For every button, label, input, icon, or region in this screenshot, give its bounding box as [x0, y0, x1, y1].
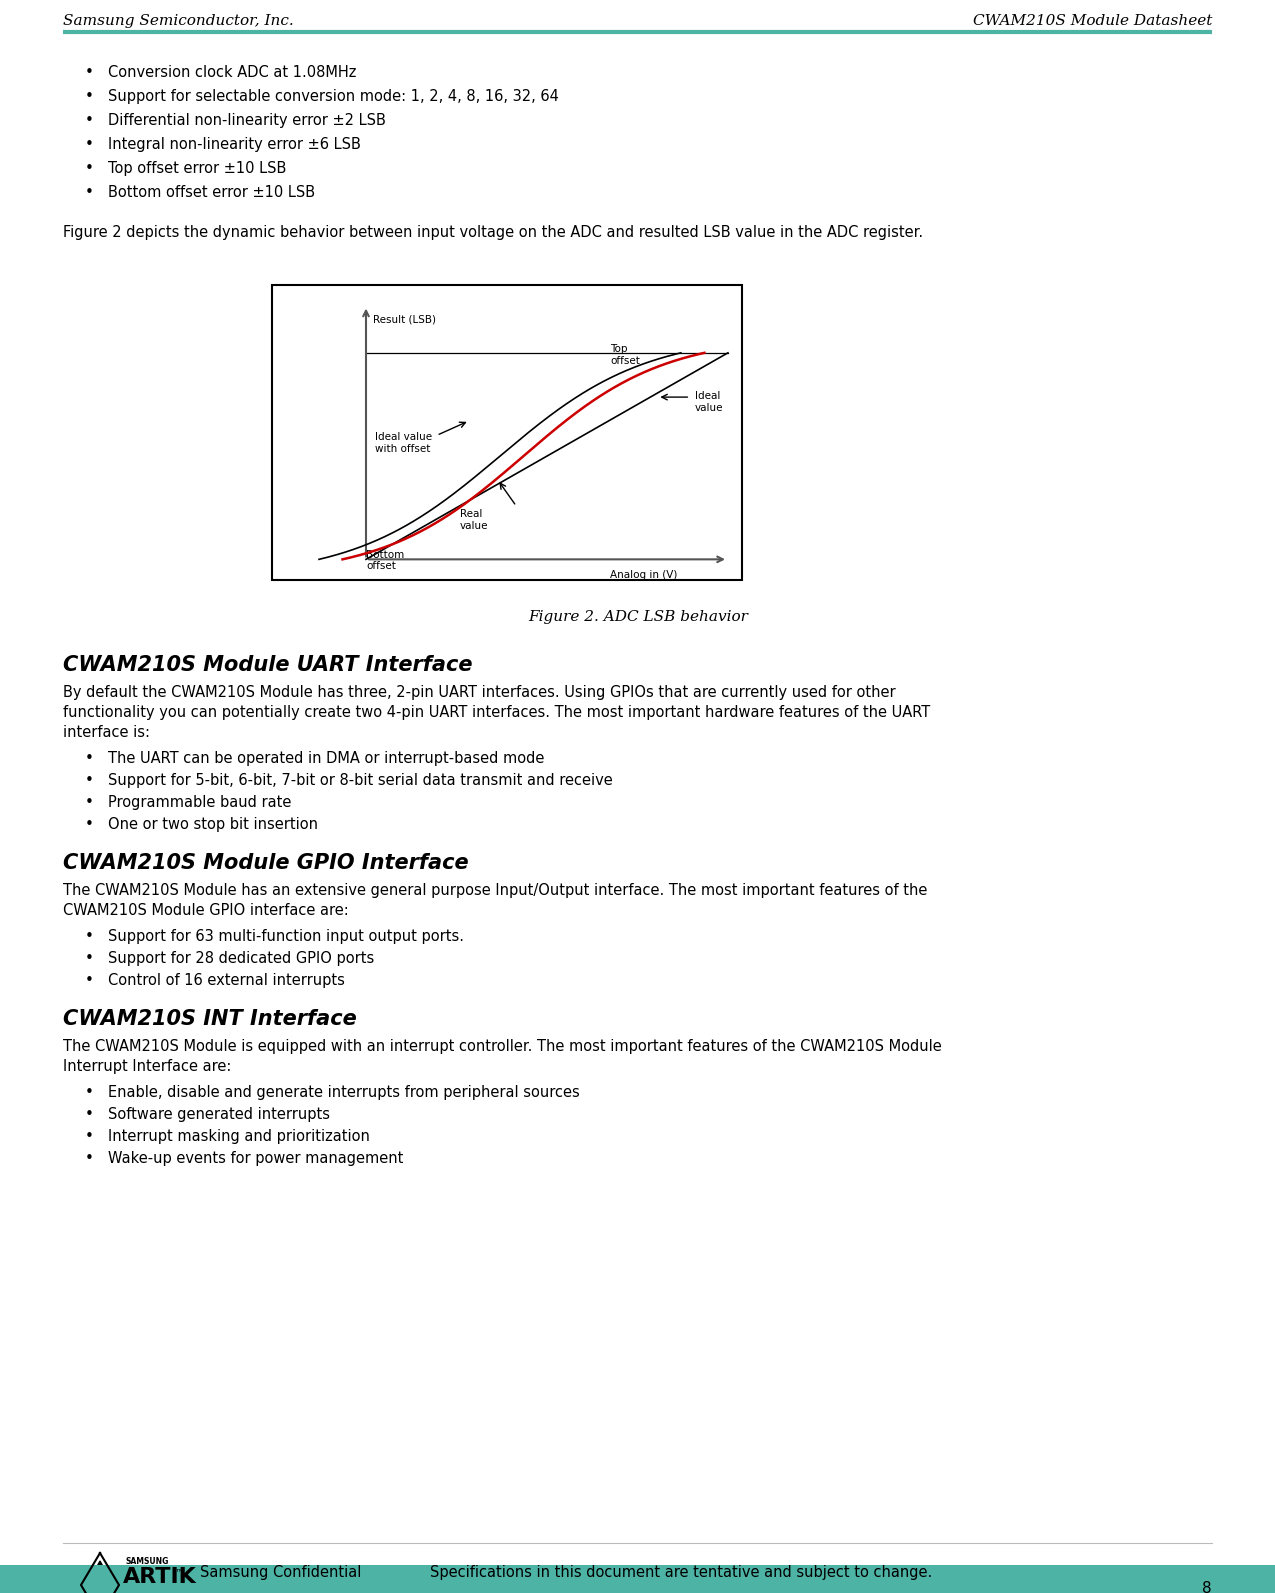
- Text: Conversion clock ADC at 1.08MHz: Conversion clock ADC at 1.08MHz: [108, 65, 357, 80]
- Text: Ideal
value: Ideal value: [695, 392, 723, 413]
- Text: Figure 2. ADC LSB behavior: Figure 2. ADC LSB behavior: [528, 610, 748, 624]
- Polygon shape: [87, 1561, 113, 1593]
- Text: The CWAM210S Module is equipped with an interrupt controller. The most important: The CWAM210S Module is equipped with an …: [62, 1039, 942, 1055]
- Text: •: •: [85, 1085, 94, 1101]
- Text: Samsung Confidential: Samsung Confidential: [200, 1564, 361, 1580]
- Text: The UART can be operated in DMA or interrupt-based mode: The UART can be operated in DMA or inter…: [108, 750, 544, 766]
- Text: SAMSUNG: SAMSUNG: [125, 1556, 168, 1566]
- Text: Specifications in this document are tentative and subject to change.: Specifications in this document are tent…: [430, 1564, 932, 1580]
- Text: The CWAM210S Module has an extensive general purpose Input/Output interface. The: The CWAM210S Module has an extensive gen…: [62, 883, 927, 898]
- Text: Interrupt Interface are:: Interrupt Interface are:: [62, 1059, 231, 1074]
- Text: Control of 16 external interrupts: Control of 16 external interrupts: [108, 973, 344, 988]
- Text: •: •: [85, 185, 94, 201]
- Bar: [272, 285, 742, 580]
- Text: Figure 2 depicts the dynamic behavior between input voltage on the ADC and resul: Figure 2 depicts the dynamic behavior be…: [62, 225, 923, 241]
- Text: Interrupt masking and prioritization: Interrupt masking and prioritization: [108, 1129, 370, 1144]
- Text: Top offset error ±10 LSB: Top offset error ±10 LSB: [108, 161, 287, 175]
- Text: 8: 8: [1202, 1580, 1213, 1593]
- Text: One or two stop bit insertion: One or two stop bit insertion: [108, 817, 317, 832]
- Text: Ideal value
with offset: Ideal value with offset: [375, 433, 432, 454]
- Text: •: •: [85, 795, 94, 809]
- Text: functionality you can potentially create two 4-pin UART interfaces. The most imp: functionality you can potentially create…: [62, 706, 931, 720]
- Text: Top
offset: Top offset: [611, 344, 640, 366]
- Text: Support for selectable conversion mode: 1, 2, 4, 8, 16, 32, 64: Support for selectable conversion mode: …: [108, 89, 558, 104]
- Text: CWAM210S Module GPIO Interface: CWAM210S Module GPIO Interface: [62, 852, 469, 873]
- Text: Software generated interrupts: Software generated interrupts: [108, 1107, 330, 1121]
- Text: Wake-up events for power management: Wake-up events for power management: [108, 1152, 403, 1166]
- Text: ARTIK: ARTIK: [122, 1568, 196, 1587]
- Text: •: •: [85, 1129, 94, 1144]
- Text: •: •: [85, 773, 94, 789]
- Text: Programmable baud rate: Programmable baud rate: [108, 795, 292, 809]
- Text: Bottom offset error ±10 LSB: Bottom offset error ±10 LSB: [108, 185, 315, 201]
- Text: Support for 5-bit, 6-bit, 7-bit or 8-bit serial data transmit and receive: Support for 5-bit, 6-bit, 7-bit or 8-bit…: [108, 773, 613, 789]
- Bar: [0, 1564, 1275, 1593]
- Text: •: •: [85, 951, 94, 965]
- Text: •: •: [85, 817, 94, 832]
- Text: Support for 28 dedicated GPIO ports: Support for 28 dedicated GPIO ports: [108, 951, 375, 965]
- Text: ™: ™: [175, 1568, 185, 1577]
- Text: Result (LSB): Result (LSB): [374, 314, 436, 325]
- Text: •: •: [85, 973, 94, 988]
- Text: Enable, disable and generate interrupts from peripheral sources: Enable, disable and generate interrupts …: [108, 1085, 580, 1101]
- Text: •: •: [85, 750, 94, 766]
- Text: CWAM210S INT Interface: CWAM210S INT Interface: [62, 1008, 357, 1029]
- Text: CWAM210S Module UART Interface: CWAM210S Module UART Interface: [62, 655, 473, 675]
- Text: CWAM210S Module Datasheet: CWAM210S Module Datasheet: [973, 14, 1213, 29]
- Text: •: •: [85, 65, 94, 80]
- Text: Integral non-linearity error ±6 LSB: Integral non-linearity error ±6 LSB: [108, 137, 361, 151]
- Text: •: •: [85, 929, 94, 945]
- Text: Analog in (V): Analog in (V): [611, 570, 678, 580]
- Text: Bottom
offset: Bottom offset: [366, 550, 404, 572]
- Text: •: •: [85, 161, 94, 175]
- Text: Real
value: Real value: [460, 510, 488, 530]
- Text: •: •: [85, 89, 94, 104]
- Text: By default the CWAM210S Module has three, 2-pin UART interfaces. Using GPIOs tha: By default the CWAM210S Module has three…: [62, 685, 895, 699]
- Polygon shape: [91, 1585, 108, 1593]
- Text: CWAM210S Module GPIO interface are:: CWAM210S Module GPIO interface are:: [62, 903, 349, 918]
- Text: interface is:: interface is:: [62, 725, 150, 741]
- Text: •: •: [85, 1152, 94, 1166]
- Text: Differential non-linearity error ±2 LSB: Differential non-linearity error ±2 LSB: [108, 113, 386, 127]
- Text: Samsung Semiconductor, Inc.: Samsung Semiconductor, Inc.: [62, 14, 293, 29]
- Text: Support for 63 multi-function input output ports.: Support for 63 multi-function input outp…: [108, 929, 464, 945]
- Text: •: •: [85, 113, 94, 127]
- Text: •: •: [85, 1107, 94, 1121]
- Text: •: •: [85, 137, 94, 151]
